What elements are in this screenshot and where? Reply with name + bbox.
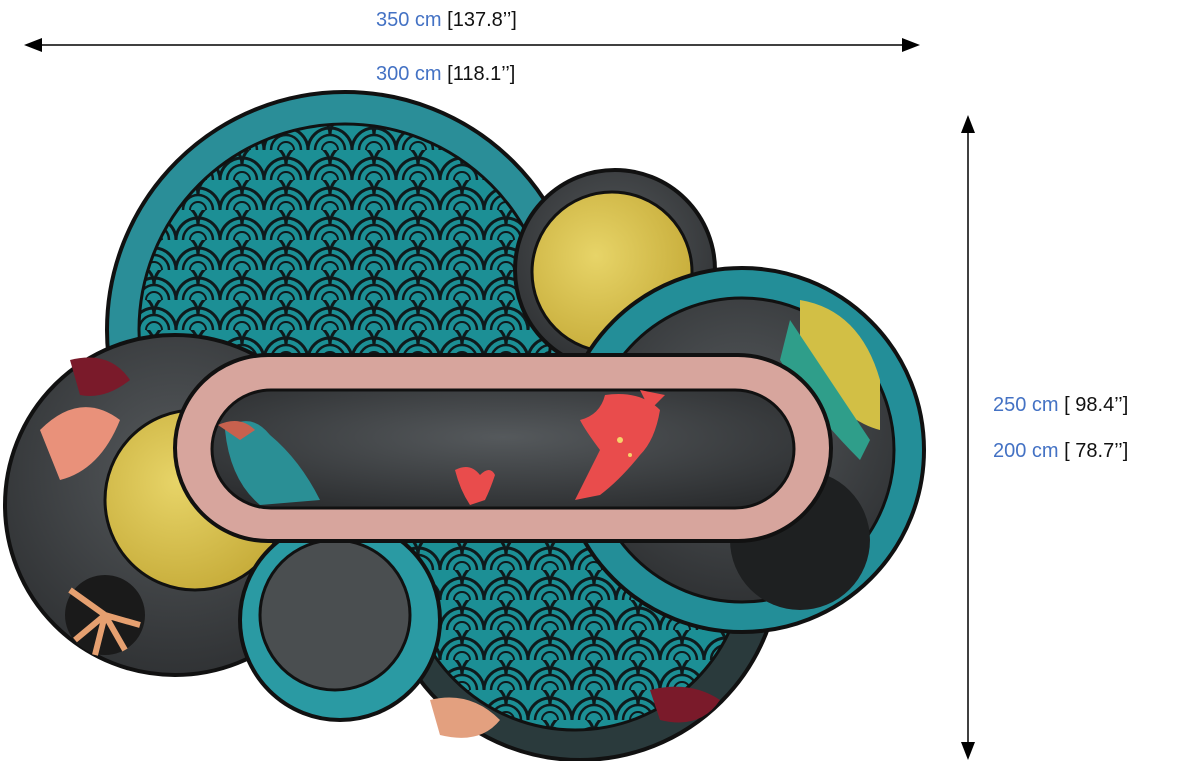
height-small-metric: 200 cm (993, 440, 1059, 462)
accent-shape (430, 697, 500, 738)
width-small-imperial: [118.1’’] (447, 63, 516, 85)
width-dimension-large: 350 cm [137.8’’] (376, 10, 517, 30)
height-arrow (961, 115, 975, 760)
fan-motif (65, 575, 145, 656)
height-large-imperial: [ 98.4’’] (1064, 394, 1129, 416)
height-dimension-large: 250 cm [ 98.4’’] (993, 395, 1128, 415)
koi-fish-small (455, 466, 495, 505)
height-dimension-small: 200 cm [ 78.7’’] (993, 441, 1128, 461)
width-large-metric: 350 cm (376, 9, 442, 31)
koi-fish-large (575, 390, 665, 500)
accent-shape (650, 686, 720, 723)
lower-left-teal-ring (238, 518, 442, 722)
width-dimension-small: 300 cm [118.1’’] (376, 64, 515, 84)
width-arrow (24, 38, 920, 52)
height-large-metric: 250 cm (993, 394, 1059, 416)
width-small-metric: 300 cm (376, 63, 442, 85)
height-small-imperial: [ 78.7’’] (1064, 440, 1129, 462)
central-pink-band (173, 353, 833, 543)
width-large-imperial: [137.8’’] (447, 9, 517, 31)
